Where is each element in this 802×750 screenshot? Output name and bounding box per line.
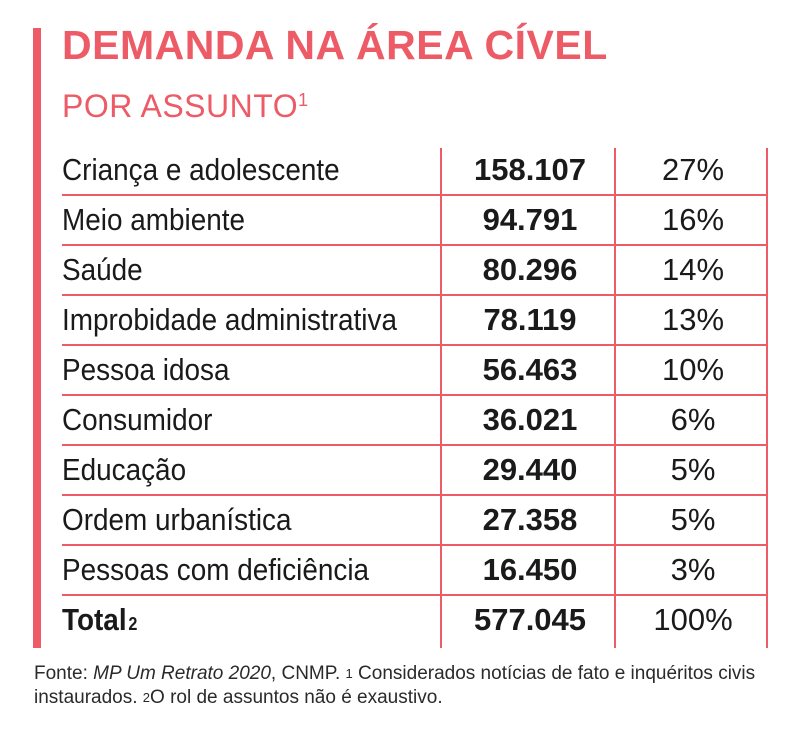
- footnote-marker-2: 2: [142, 690, 151, 705]
- table-row: Meio ambiente 94.791 16%: [0, 196, 802, 246]
- row-separator: [62, 394, 767, 396]
- row-value: 56.463: [482, 352, 578, 387]
- row-separator: [62, 194, 767, 196]
- row-separator: [62, 294, 767, 296]
- table-row: Criança e adolescente 158.107 27%: [0, 146, 802, 196]
- row-separator: [62, 344, 767, 346]
- total-row: Total 2 577.045 100%: [0, 596, 802, 646]
- row-value: 158.107: [473, 152, 587, 187]
- row-label-text: Pessoas com deficiência: [62, 552, 370, 587]
- accent-bar: [33, 28, 41, 648]
- row-value: 27.358: [482, 502, 578, 537]
- row-label: Saúde: [62, 246, 143, 294]
- row-separator: [62, 544, 767, 546]
- row-label-text: Pessoa idosa: [62, 352, 230, 387]
- footnote-note-2: O rol de assuntos não é exaustivo.: [150, 687, 443, 708]
- subtitle-text: POR ASSUNTO: [62, 88, 299, 124]
- row-percent: 5%: [670, 452, 716, 487]
- footnote-source-title: MP Um Retrato 2020: [93, 663, 271, 684]
- row-percent: 16%: [661, 202, 725, 237]
- row-percent: 14%: [661, 252, 725, 287]
- row-label-text: Educação: [62, 452, 187, 487]
- row-label-text: Ordem urbanística: [62, 502, 292, 537]
- subtitle-note-marker: 1: [298, 90, 309, 110]
- row-label: Pessoa idosa: [62, 346, 230, 394]
- total-label: Total 2: [62, 596, 137, 644]
- row-label-text: Saúde: [62, 252, 143, 287]
- row-label: Criança e adolescente: [62, 146, 340, 194]
- row-label-text: Improbidade administrativa: [62, 302, 397, 337]
- row-label: Improbidade administrativa: [62, 296, 397, 344]
- column-divider-right: [766, 148, 768, 648]
- row-value: 29.440: [482, 452, 578, 487]
- table-row: Ordem urbanística 27.358 5%: [0, 496, 802, 546]
- page-subtitle: POR ASSUNTO1: [62, 88, 309, 125]
- table-row: Educação 29.440 5%: [0, 446, 802, 496]
- row-label-text: Meio ambiente: [62, 202, 246, 237]
- row-value: 94.791: [482, 202, 578, 237]
- row-percent: 5%: [670, 502, 716, 537]
- table-row: Saúde 80.296 14%: [0, 246, 802, 296]
- table-row: Pessoa idosa 56.463 10%: [0, 346, 802, 396]
- row-percent: 27%: [661, 152, 725, 187]
- footnote-source-suffix: , CNMP.: [270, 663, 346, 684]
- row-label: Ordem urbanística: [62, 496, 292, 544]
- total-label-text: Total: [62, 602, 127, 637]
- total-percent: 100%: [653, 602, 733, 637]
- table-row: Improbidade administrativa 78.119 13%: [0, 296, 802, 346]
- column-divider-value: [440, 148, 442, 648]
- row-percent: 6%: [670, 402, 716, 437]
- row-value: 78.119: [483, 302, 577, 337]
- row-label-text: Criança e adolescente: [62, 152, 340, 187]
- row-separator: [62, 494, 767, 496]
- page-title: DEMANDA NA ÁREA CÍVEL: [62, 22, 608, 68]
- table-row: Consumidor 36.021 6%: [0, 396, 802, 446]
- row-separator: [62, 244, 767, 246]
- row-value: 36.021: [482, 402, 578, 437]
- row-percent: 3%: [670, 552, 716, 587]
- column-divider-percent: [614, 148, 616, 648]
- row-label: Educação: [62, 446, 186, 494]
- row-percent: 13%: [661, 302, 725, 337]
- row-separator: [62, 594, 767, 596]
- footnote: Fonte: MP Um Retrato 2020, CNMP. 1 Consi…: [34, 662, 774, 710]
- total-value: 577.045: [473, 602, 587, 637]
- row-percent: 10%: [661, 352, 725, 387]
- row-label: Meio ambiente: [62, 196, 245, 244]
- row-separator: [62, 444, 767, 446]
- row-label: Consumidor: [62, 396, 212, 444]
- total-note-marker: 2: [128, 614, 138, 634]
- row-value: 80.296: [482, 252, 578, 287]
- row-label-text: Consumidor: [62, 402, 213, 437]
- footnote-marker-1: 1: [345, 666, 353, 681]
- row-value: 16.450: [482, 552, 578, 587]
- footnote-note-1: Considerados notícias de fato e inquérit…: [34, 663, 756, 708]
- table-row: Pessoas com deficiência 16.450 3%: [0, 546, 802, 596]
- footnote-source-prefix: Fonte:: [34, 663, 94, 684]
- row-label: Pessoas com deficiência: [62, 546, 369, 594]
